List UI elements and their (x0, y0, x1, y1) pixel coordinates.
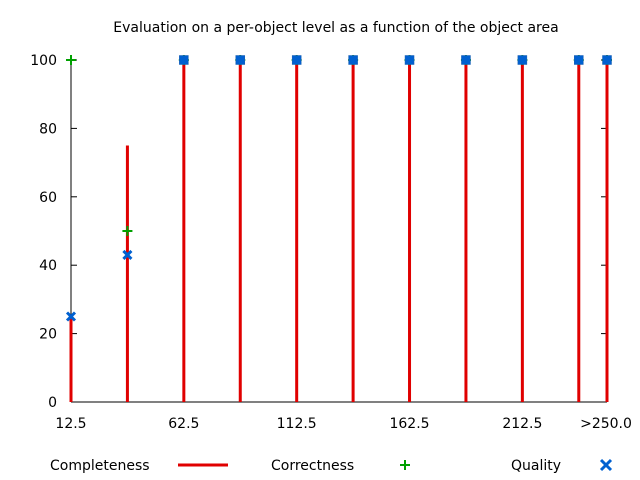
quality-point-0 (65, 311, 77, 322)
axes: 0 20 40 60 80 100 12.5 62.5 112.5 162.5 212.5 >250.… (30, 53, 632, 432)
y-tick-label-3: 60 (39, 190, 57, 206)
quality-point-4 (291, 55, 302, 65)
legend-label-correctness: Correctness (271, 458, 354, 474)
y-tick-label-4: 80 (39, 121, 57, 137)
y-tick-label-0: 0 (48, 395, 57, 411)
legend: Completeness Correctness Quality (50, 458, 613, 474)
legend-label-completeness: Completeness (50, 458, 150, 474)
x-tick-label-1: 62.5 (168, 416, 199, 432)
correctness-point-1 (122, 226, 133, 236)
x-tick-label-0: 12.5 (55, 416, 86, 432)
x-tick-label-2: 112.5 (277, 416, 317, 432)
quality-point-1 (122, 249, 133, 261)
x-tick-label-3: 162.5 (389, 416, 429, 432)
quality-point-9 (574, 55, 584, 65)
x-tick-label-4: 212.5 (502, 416, 542, 432)
quality-point-8 (517, 55, 528, 65)
legend-swatch-correctness (400, 460, 410, 470)
quality-point-3 (235, 55, 246, 65)
y-tick-label-1: 20 (39, 327, 57, 343)
data-marks (65, 55, 612, 402)
y-tick-label-5: 100 (30, 53, 57, 69)
quality-point-2 (179, 55, 189, 65)
quality-point-5 (348, 55, 358, 65)
correctness-point-0 (66, 55, 76, 65)
x-tick-label-5: >250.0 (580, 416, 632, 432)
legend-label-quality: Quality (511, 458, 561, 474)
quality-point-7 (461, 55, 471, 65)
y-tick-label-2: 40 (39, 258, 57, 274)
quality-point-6 (404, 55, 415, 65)
quality-point-10 (602, 55, 612, 65)
chart-title: Evaluation on a per-object level as a fu… (113, 20, 558, 36)
legend-swatch-quality (599, 458, 613, 472)
